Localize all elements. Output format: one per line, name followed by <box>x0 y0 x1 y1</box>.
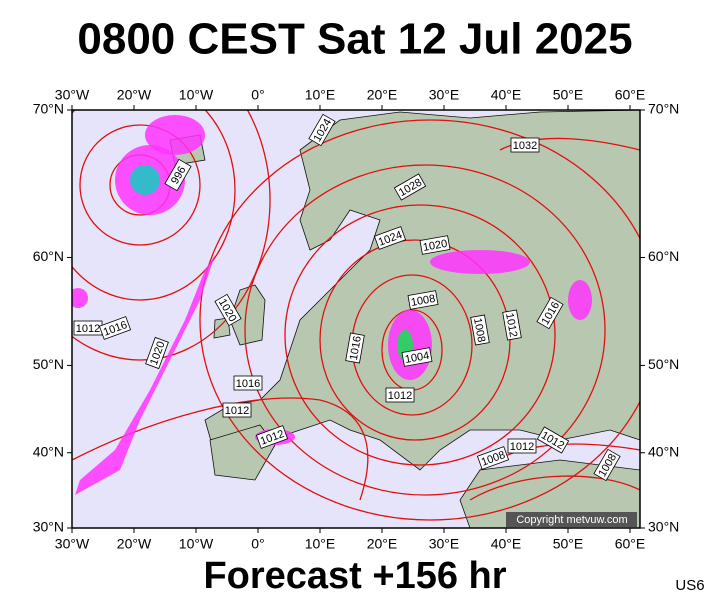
lon-label-top: 30°W <box>55 87 90 103</box>
lon-label-bottom: 20°E <box>367 536 398 552</box>
isobar-label-box <box>393 173 427 201</box>
isobar-label: 1016 <box>345 332 365 364</box>
isobar-label: 1020 <box>419 235 451 255</box>
lat-label-left: 40°N <box>33 443 64 459</box>
isobar-label-box <box>536 426 570 454</box>
lon-label-top: 40°E <box>491 87 522 103</box>
isobar-label: 1008 <box>470 314 490 346</box>
lon-label-top: 20°W <box>117 87 152 103</box>
isobar-label-box <box>502 309 522 341</box>
isobar-label-text: 1016 <box>348 335 364 361</box>
lon-label-top: 30°E <box>429 87 460 103</box>
lon-label-bottom: 0° <box>251 536 264 552</box>
isobar-label-text: 1020 <box>422 238 448 254</box>
isobar-label-box <box>510 137 540 153</box>
lon-label-bottom: 20°W <box>117 536 152 552</box>
lon-label-top: 0° <box>251 87 264 103</box>
copyright-box <box>506 512 637 527</box>
isobar-label: 1008 <box>407 290 439 310</box>
isobar-label-text: 1012 <box>388 390 412 402</box>
lat-label-right: 30°N <box>648 519 679 535</box>
isobar-label-text: 1008 <box>410 293 436 309</box>
isobar-label-box <box>536 296 564 330</box>
isobar-label-text: 1012 <box>225 405 249 417</box>
lon-label-top: 20°E <box>367 87 398 103</box>
lon-label-bottom: 60°E <box>615 536 646 552</box>
isobar-label: 1004 <box>401 347 433 367</box>
isobar-label-text: 1012 <box>76 323 100 335</box>
isobar-label: 996 <box>164 158 192 192</box>
isobar-label-box <box>507 438 537 454</box>
isobar-label-box <box>373 226 407 250</box>
isobar-label-box <box>145 336 169 370</box>
lon-label-bottom: 50°E <box>553 536 584 552</box>
isobar-label: 1016 <box>233 375 263 391</box>
isobar-label-box <box>419 235 451 255</box>
isobar-label-box <box>214 293 242 327</box>
lat-label-left: 30°N <box>33 519 64 535</box>
isobar-label-box <box>401 347 433 367</box>
lon-label-bottom: 30°E <box>429 536 460 552</box>
isobar-label-box <box>222 402 252 418</box>
isobar-label: 1012 <box>385 387 415 403</box>
isobar-label-text: 1012 <box>510 441 534 453</box>
isobar-label-text: 1032 <box>513 140 537 152</box>
lat-label-left: 70°N <box>33 101 64 117</box>
lat-label-left: 60°N <box>33 248 64 264</box>
lon-label-top: 10°W <box>179 87 214 103</box>
isobar-label: 1032 <box>510 137 540 153</box>
lon-label-bottom: 40°E <box>491 536 522 552</box>
isobar-label-box <box>308 113 336 147</box>
isobar-label: 1012 <box>73 320 103 336</box>
lon-label-top: 50°E <box>553 87 584 103</box>
isobar-label: 1012 <box>507 438 537 454</box>
copyright: Copyright metvuw.com <box>516 514 627 526</box>
lon-label-bottom: 10°W <box>179 536 214 552</box>
lon-label-bottom: 10°E <box>305 536 336 552</box>
lat-label-right: 40°N <box>648 443 679 459</box>
isobar-label-box <box>593 448 621 482</box>
isobar-label-box <box>476 446 510 470</box>
graticule-ticks: 30°W 30°W 20°W 20°W 10°W 10°W 0° 0° 10°E 10°E 20°E… <box>33 87 680 552</box>
title: 0800 CEST Sat 12 Jul 2025 <box>77 15 632 64</box>
isobar-label: 1012 <box>222 402 252 418</box>
isobar-label-box <box>233 375 263 391</box>
isobar-label-box <box>385 387 415 403</box>
isobar-label-text: 1012 <box>503 312 519 338</box>
isobar-label-text: 1008 <box>471 317 487 343</box>
lon-label-top: 60°E <box>615 87 646 103</box>
lat-label-right: 60°N <box>648 248 679 264</box>
isobar-label: 1012 <box>502 309 522 341</box>
lat-label-right: 50°N <box>648 356 679 372</box>
forecast-label: Forecast +156 hr <box>203 555 506 597</box>
lat-label-right: 70°N <box>648 101 679 117</box>
lon-label-bottom: 30°W <box>55 536 90 552</box>
isobar-label-box <box>98 316 132 340</box>
isobar-label-box <box>470 314 490 346</box>
model-code: US6 <box>675 577 704 594</box>
map-frame <box>71 109 641 529</box>
isobars <box>72 110 640 521</box>
isobar-label-box <box>164 158 192 192</box>
lon-label-top: 10°E <box>305 87 336 103</box>
isobar-label-text: 1004 <box>404 350 430 366</box>
isobar-label-text: 1016 <box>236 378 260 390</box>
isobar-label-box <box>407 290 439 310</box>
isobar-label-box <box>255 425 289 449</box>
isobar-label-box <box>345 332 365 364</box>
lat-label-left: 50°N <box>33 356 64 372</box>
